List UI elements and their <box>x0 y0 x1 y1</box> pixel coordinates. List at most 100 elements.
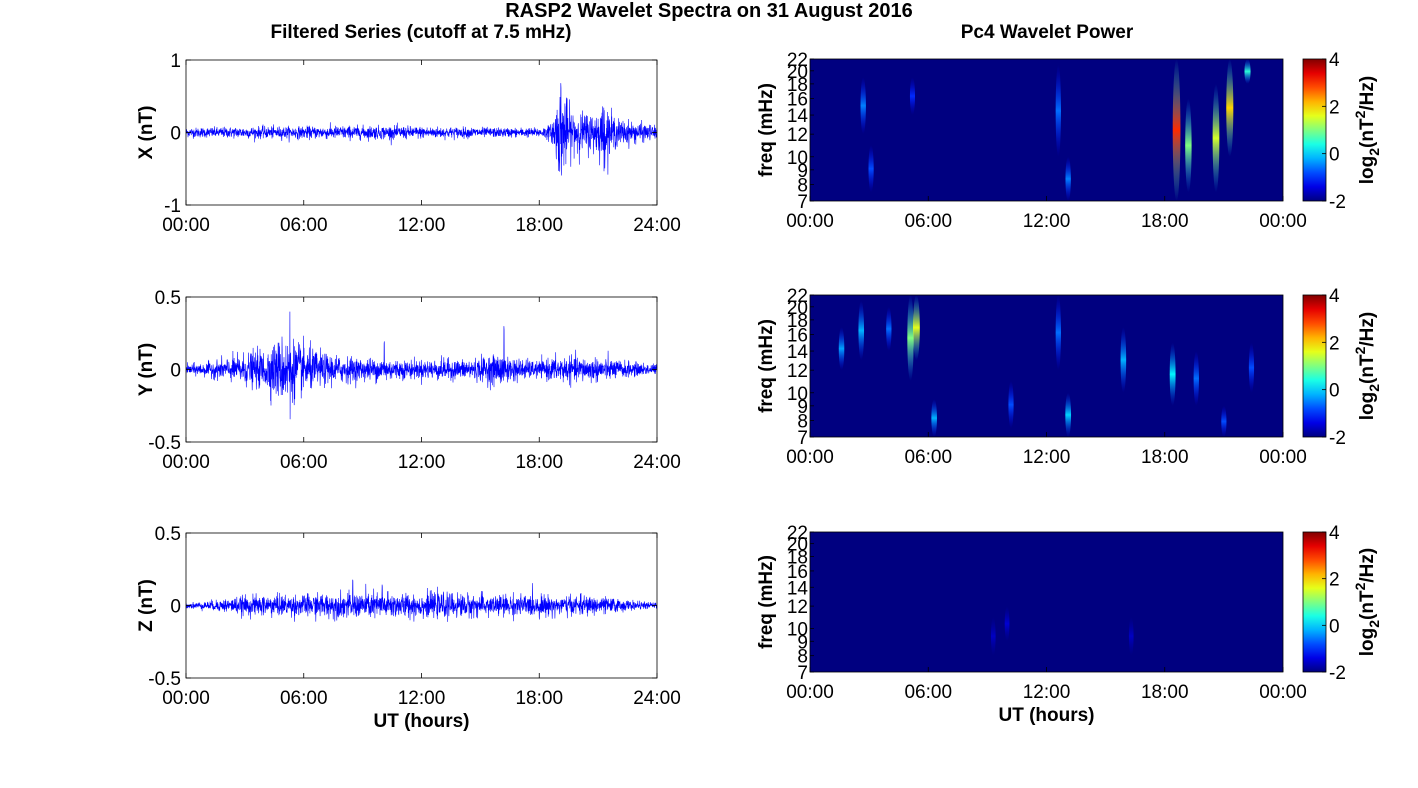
y-tick-label: 18 <box>787 75 808 96</box>
y-tick-label: 9 <box>797 397 808 418</box>
y-tick-label: -1 <box>164 196 181 217</box>
x-tick-label: 00:00 <box>1259 447 1307 468</box>
wavelet-feature <box>907 295 914 381</box>
colorbar <box>1302 294 1327 438</box>
y-tick-label: 0 <box>170 361 181 382</box>
y-tick-label: 14 <box>787 342 809 363</box>
wavelet-feature <box>860 77 866 135</box>
colorbar-tick-label: 2 <box>1329 97 1340 118</box>
y-axis-label: freq (mHz) <box>756 83 777 177</box>
x-tick-label: 00:00 <box>786 211 834 232</box>
wavelet-feature <box>1212 83 1220 193</box>
wavelet-background <box>810 532 1283 672</box>
figure-title: RASP2 Wavelet Spectra on 31 August 2016 <box>505 0 913 22</box>
x-tick-label: 18:00 <box>515 215 563 236</box>
x-tick-label: 00:00 <box>162 452 210 473</box>
x-tick-label: 18:00 <box>515 688 563 709</box>
y-tick-label: 16 <box>787 89 808 110</box>
wavelet-feature <box>1221 405 1227 437</box>
x-tick-label: 06:00 <box>904 682 952 703</box>
trace-x <box>186 83 657 176</box>
colorbar-tick-label: 2 <box>1329 570 1340 591</box>
y-tick-label: 12 <box>787 125 808 146</box>
colorbar <box>1302 58 1327 202</box>
y-tick-label: 10 <box>787 619 808 640</box>
y-tick-label: 0 <box>170 597 181 618</box>
colorbar-tick-label: 4 <box>1329 523 1340 544</box>
wavelet-feature <box>1226 59 1234 157</box>
x-axis-label: UT (hours) <box>373 711 469 732</box>
y-tick-label: 8 <box>797 411 808 432</box>
x-tick-label: 18:00 <box>1141 211 1189 232</box>
x-tick-label: 12:00 <box>1023 211 1071 232</box>
y-tick-label: 9 <box>797 161 808 182</box>
y-tick-label: 20 <box>787 298 808 319</box>
wavelet-feature <box>1244 59 1251 84</box>
colorbar-tick-label: 4 <box>1329 50 1340 71</box>
x-tick-label: 00:00 <box>1259 682 1307 703</box>
wavelet-feature <box>990 616 996 656</box>
colorbar-tick-label: 2 <box>1329 333 1340 354</box>
x-tick-label: 00:00 <box>162 215 210 236</box>
y-tick-label: 0.5 <box>155 524 181 545</box>
wavelet-feature <box>1065 392 1072 437</box>
wavelet-feature <box>1055 64 1061 157</box>
wavelet-feature <box>1169 342 1176 406</box>
right-column-title: Pc4 Wavelet Power <box>960 22 1134 43</box>
x-tick-label: 06:00 <box>904 447 952 468</box>
wavelet-feature <box>1172 59 1181 201</box>
y-tick-label: 12 <box>787 597 808 618</box>
colorbar <box>1302 531 1327 673</box>
wavelet-feature <box>1004 606 1010 642</box>
x-tick-label: 00:00 <box>786 447 834 468</box>
wavelet-feature <box>931 399 937 437</box>
y-tick-label: 1 <box>170 51 181 72</box>
y-tick-label: 16 <box>787 325 808 346</box>
x-tick-label: 18:00 <box>1141 682 1189 703</box>
colorbar-label: log2(nT2/Hz) <box>1352 548 1382 656</box>
trace-z <box>186 579 657 622</box>
left-column-title: Filtered Series (cutoff at 7.5 mHz) <box>270 22 572 43</box>
y-axis-label: X (nT) <box>136 106 157 160</box>
colorbar-tick-label: -2 <box>1329 428 1346 449</box>
y-tick-label: 16 <box>787 562 808 583</box>
wavelet-background <box>810 59 1283 201</box>
y-tick-label: 14 <box>787 106 809 127</box>
x-tick-label: 00:00 <box>1259 211 1307 232</box>
wavelet-background <box>810 295 1283 437</box>
y-tick-label: 22 <box>787 523 808 544</box>
wavelet-feature <box>909 77 916 116</box>
series-panel-y <box>185 296 658 443</box>
y-tick-label: 14 <box>787 578 809 599</box>
y-tick-label: 10 <box>787 148 808 169</box>
colorbar-label: log2(nT2/Hz) <box>1352 312 1382 420</box>
y-tick-label: 20 <box>787 535 808 556</box>
y-tick-label: 0.5 <box>155 288 181 309</box>
wavelet-panel-z: log2(nT2/Hz) <box>809 531 1382 673</box>
x-tick-label: 18:00 <box>1141 447 1189 468</box>
x-tick-label: 12:00 <box>398 688 446 709</box>
x-tick-label: 06:00 <box>904 211 952 232</box>
y-tick-label: 7 <box>797 192 808 213</box>
y-tick-label: 12 <box>787 361 808 382</box>
x-tick-label: 06:00 <box>280 688 328 709</box>
y-tick-label: 8 <box>797 175 808 196</box>
x-tick-label: 12:00 <box>1023 682 1071 703</box>
wavelet-feature <box>1185 98 1192 193</box>
colorbar-tick-label: 4 <box>1329 286 1340 307</box>
wavelet-feature <box>1193 351 1199 406</box>
colorbar-tick-label: 0 <box>1329 145 1340 166</box>
y-axis-label: Z (nT) <box>136 579 157 632</box>
wavelet-feature <box>1008 380 1014 429</box>
y-tick-label: 7 <box>797 663 808 684</box>
x-tick-label: 18:00 <box>515 452 563 473</box>
colorbar-tick-label: -2 <box>1329 663 1346 684</box>
y-tick-label: 22 <box>787 50 808 71</box>
x-tick-label: 12:00 <box>398 215 446 236</box>
x-tick-label: 00:00 <box>786 682 834 703</box>
colorbar-tick-label: 0 <box>1329 381 1340 402</box>
y-tick-label: -0.5 <box>148 669 181 690</box>
wavelet-feature <box>1128 616 1134 656</box>
x-tick-label: 24:00 <box>633 452 681 473</box>
